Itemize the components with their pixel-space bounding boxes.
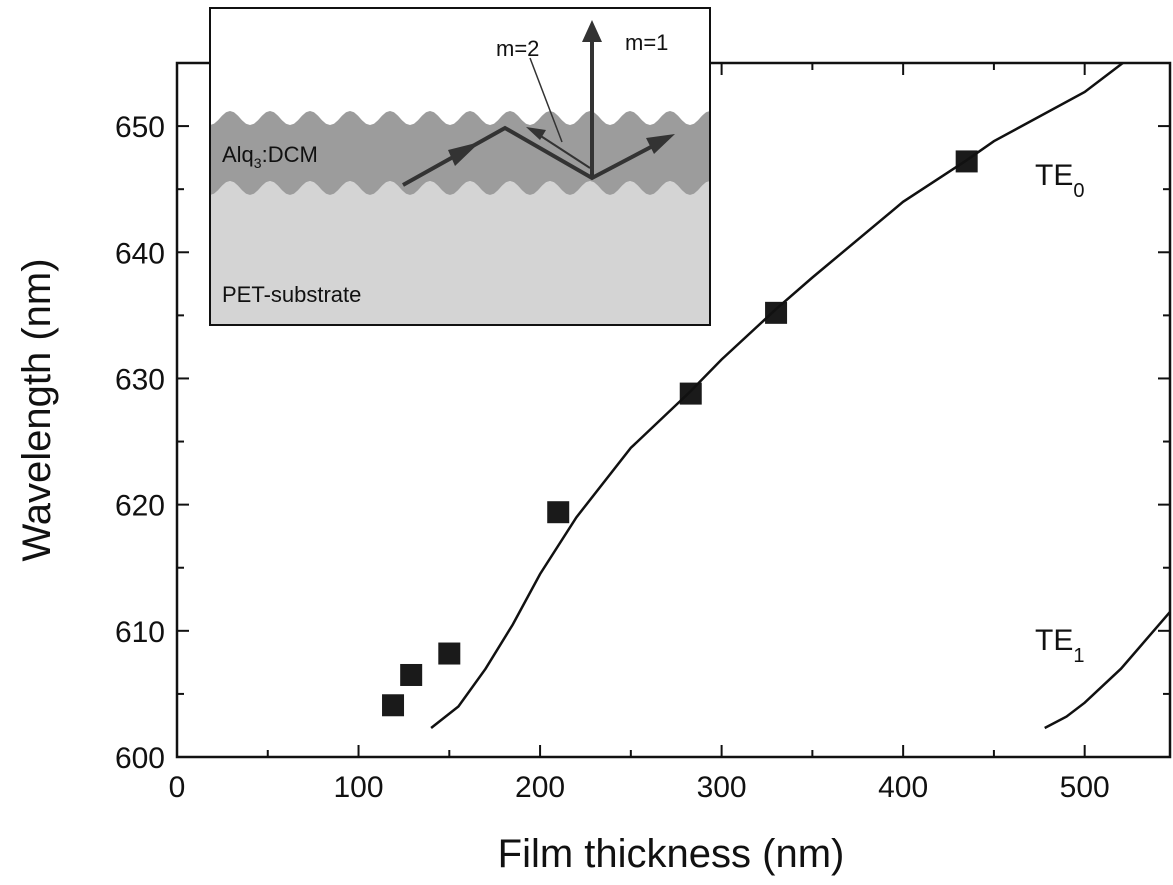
y-tick-label: 630 <box>115 363 165 396</box>
data-point <box>438 642 461 665</box>
fit-curve <box>430 62 1124 729</box>
data-point <box>547 501 570 524</box>
substrate <box>210 181 710 325</box>
y-axis-title: Wavelength (nm) <box>15 258 59 561</box>
m2-pointer <box>529 57 563 143</box>
data-point <box>765 301 788 324</box>
x-tick-label: 0 <box>169 771 186 804</box>
inset-label: m=1 <box>625 30 668 55</box>
y-tick-label: 620 <box>115 490 165 523</box>
x-tick-label: 300 <box>697 771 747 804</box>
x-tick-label: 100 <box>334 771 384 804</box>
curve-label: TE0 <box>1035 159 1084 202</box>
inset: m=2 m=1 Alq3:DCM PET-substrate <box>209 7 711 326</box>
m2-ray <box>529 128 591 169</box>
x-tick-label: 500 <box>1060 771 1110 804</box>
data-point <box>679 382 702 405</box>
layer-label: Alq3:DCM <box>222 142 318 171</box>
plot: 0 100 200 300 400 500 600 610 620 630 640 650 <box>115 61 1172 804</box>
data-point <box>400 663 423 686</box>
y-tick-label: 600 <box>115 742 165 775</box>
inset-border <box>209 7 711 326</box>
fit-curve <box>1044 611 1171 730</box>
y-tick-label: 650 <box>115 111 165 144</box>
substrate-label: PET-substrate <box>222 282 361 307</box>
x-tick-label: 400 <box>878 771 928 804</box>
inset-label: m=2 <box>496 36 539 61</box>
data-point <box>382 694 405 717</box>
x-tick-label: 200 <box>515 771 565 804</box>
y-tick-label: 610 <box>115 616 165 649</box>
y-tick-label: 640 <box>115 237 165 270</box>
curve-label: TE1 <box>1035 624 1084 667</box>
x-axis-title: Film thickness (nm) <box>498 832 845 876</box>
